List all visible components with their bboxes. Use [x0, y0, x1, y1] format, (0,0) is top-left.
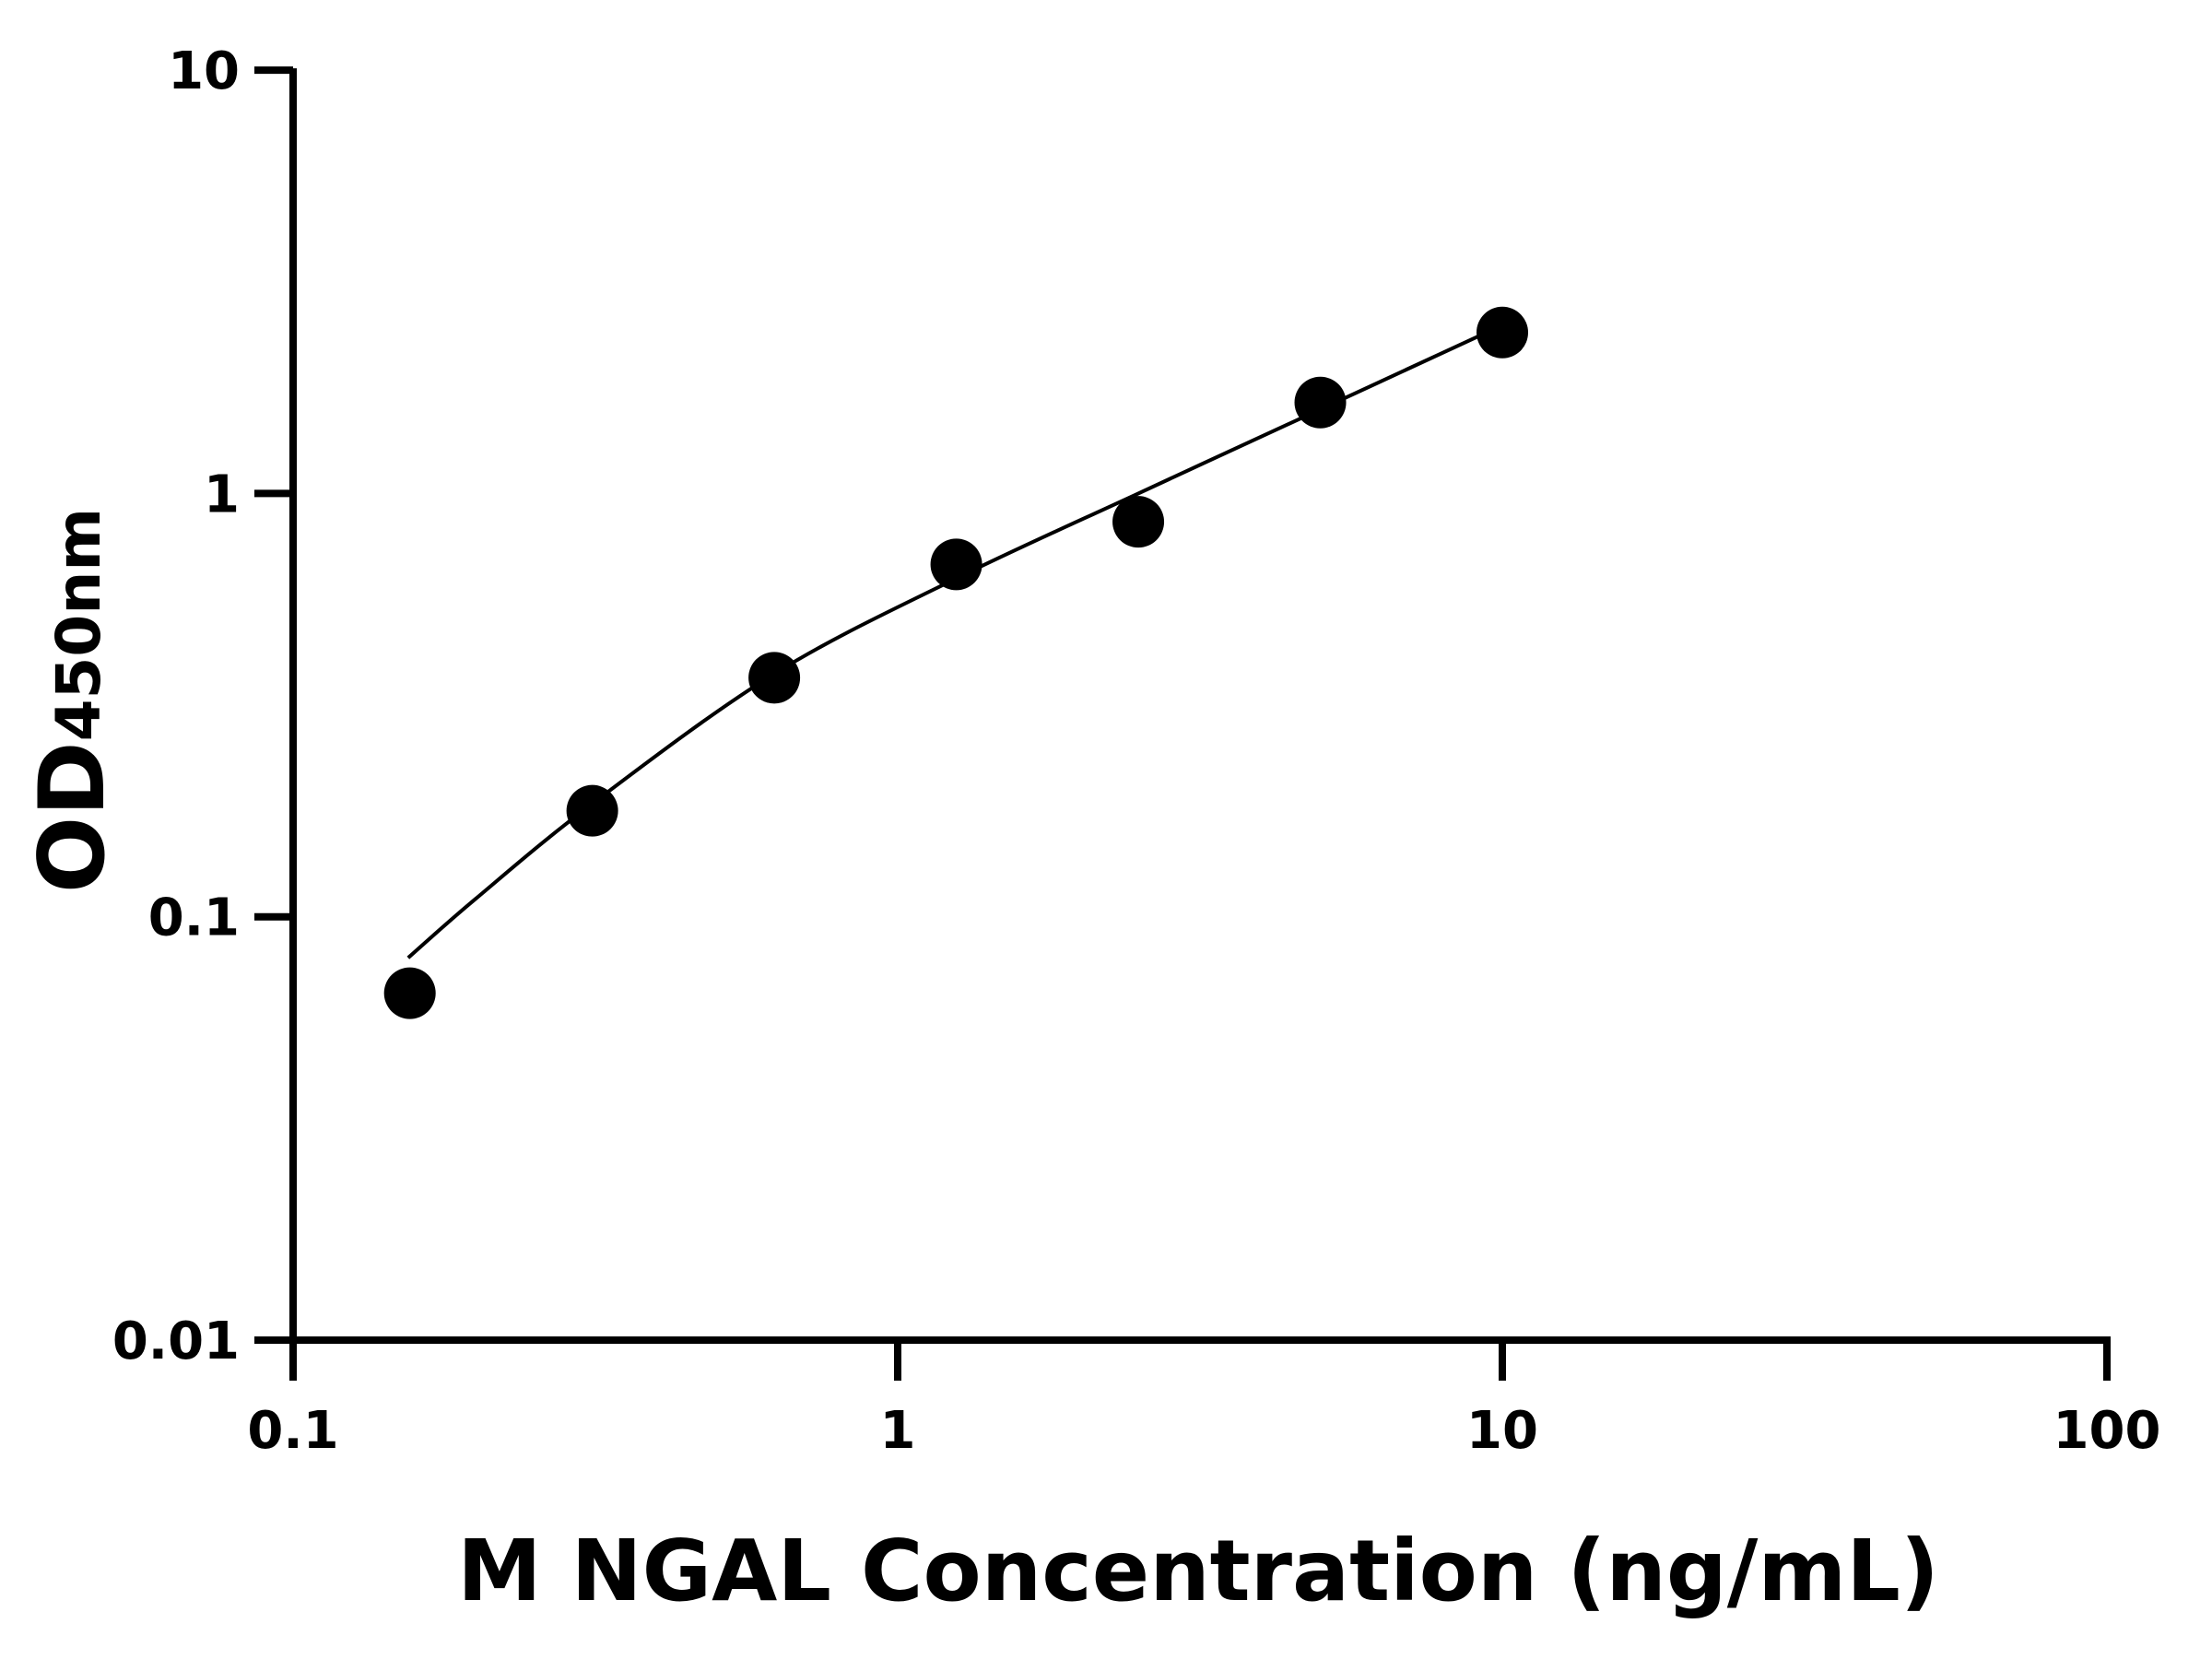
- data-point: [383, 967, 436, 1019]
- y-tick-label: 1: [204, 465, 240, 524]
- data-point: [1477, 306, 1528, 359]
- data-point: [748, 652, 801, 704]
- y-axis-label-main: OD: [20, 741, 125, 893]
- x-axis-label: M NGAL Concentration (ng/mL): [457, 1522, 1939, 1620]
- x-tick-label: 1: [880, 1401, 916, 1461]
- y-axis-label: OD450nm: [20, 508, 125, 893]
- axes: [289, 68, 2111, 1344]
- y-axis-label-sub: 450nm: [43, 508, 114, 742]
- x-tick-label: 100: [2053, 1401, 2161, 1461]
- y-tick-label: 0.01: [112, 1312, 240, 1371]
- data-point: [930, 538, 982, 591]
- x-tick-label: 0.1: [247, 1401, 338, 1461]
- x-tick-label: 10: [1466, 1401, 1538, 1461]
- y-tick-label: 0.1: [148, 888, 240, 948]
- data-point: [1112, 496, 1165, 548]
- y-tick-label: 10: [168, 41, 240, 101]
- data-point: [1294, 376, 1347, 429]
- data-point: [566, 784, 618, 837]
- data-points: [383, 306, 1528, 1019]
